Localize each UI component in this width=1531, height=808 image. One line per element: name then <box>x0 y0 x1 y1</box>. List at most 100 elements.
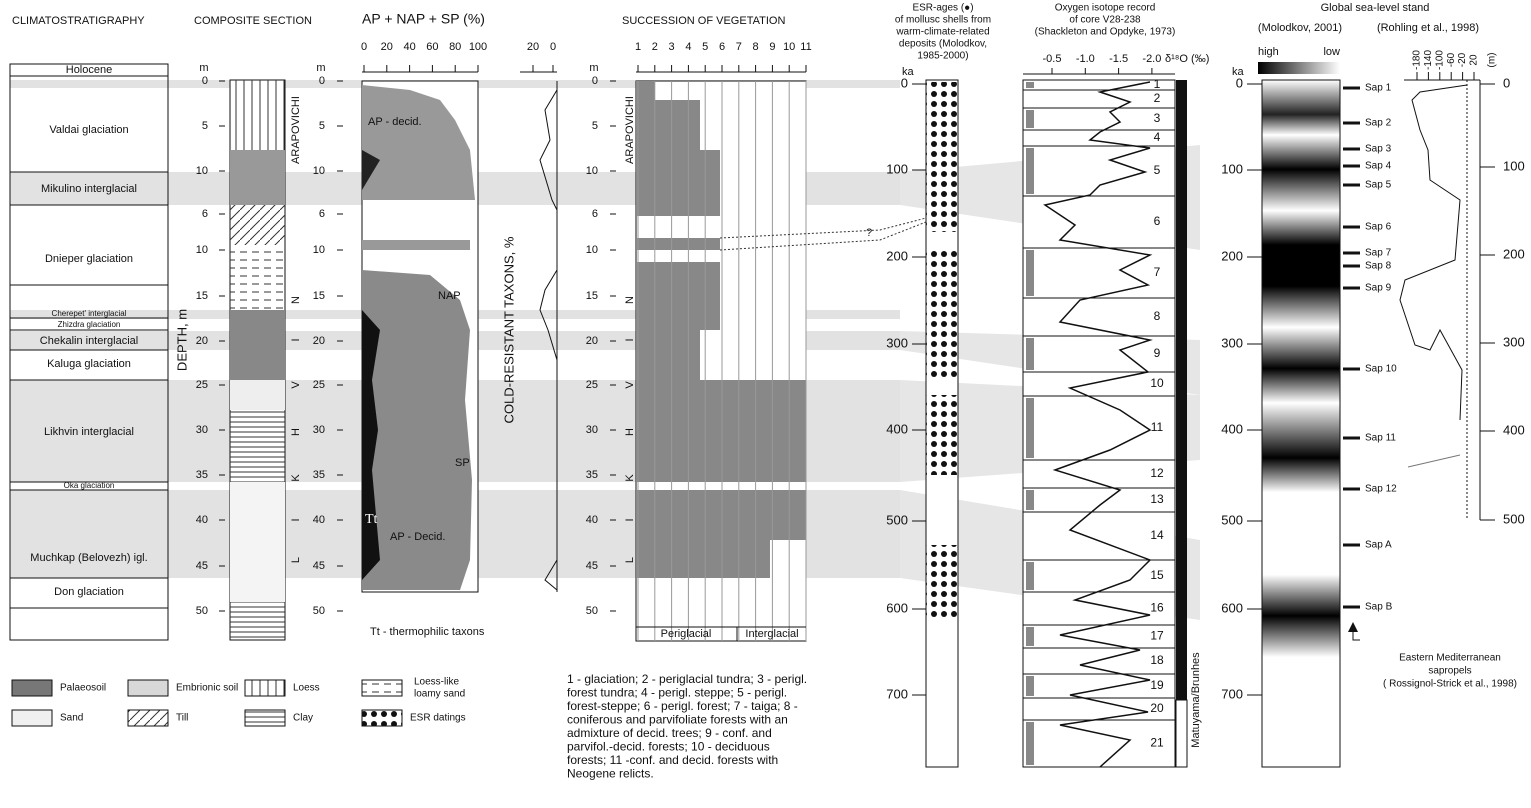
sap-label: Sap 6 <box>1365 222 1392 233</box>
x-tick-label: 11 <box>800 41 811 53</box>
caption-line: forest tundra; 4 - perigl. steppe; 5 - p… <box>567 686 787 700</box>
depth-tick-label: 45 <box>586 560 598 572</box>
depth-tick-label: 10 <box>196 244 208 256</box>
sap-label: Sap 8 <box>1365 261 1392 272</box>
ka-tick-label: 0 <box>1236 75 1243 90</box>
x-tick-label: -0.5 <box>1043 53 1062 65</box>
ka-tick-label: 700 <box>1221 686 1243 701</box>
stage-number: 5 <box>1154 163 1161 177</box>
sap-label: Sap 12 <box>1365 484 1397 495</box>
x-tick-label: 4 <box>685 41 691 53</box>
group-label: Interglacial <box>745 628 798 640</box>
legend-swatch <box>245 710 285 726</box>
section-letter: I <box>624 518 636 521</box>
stage-number: 13 <box>1150 492 1164 506</box>
ka-tick-label: 200 <box>886 248 908 263</box>
section-letter: L <box>290 557 302 563</box>
section-letter: H <box>290 428 302 436</box>
stage-fill <box>1026 110 1034 128</box>
depth-tick-label: 10 <box>586 244 598 256</box>
sap-label: Sap 5 <box>1365 180 1392 191</box>
stage-fill <box>1026 490 1034 510</box>
ka-tick-label: 600 <box>1221 600 1243 615</box>
figure: CLIMATOSTRATIGRAPHYCOMPOSITE SECTIONAP +… <box>0 0 1531 803</box>
stage-label: Chekalin interglacial <box>40 335 138 347</box>
ka-tick-label: 500 <box>886 512 908 527</box>
caption-line: admixture of decid. trees; 9 - conf. and <box>567 726 772 740</box>
legend-label: Embrionic soil <box>176 683 238 694</box>
depth-tick-label: 35 <box>313 469 325 481</box>
ka-tick-label: 500 <box>1221 512 1243 527</box>
legend-swatch <box>128 710 168 726</box>
depth-tick-label: 10 <box>313 244 325 256</box>
header: (Shackleton and Opdyke, 1973) <box>1035 27 1176 38</box>
stage-number: 6 <box>1154 214 1161 228</box>
x-tick-label: 0 <box>361 41 367 53</box>
depth-tick-label: 40 <box>196 514 208 526</box>
depth-tick-label: 50 <box>313 605 325 617</box>
ka-tick-label: 200 <box>1503 246 1525 261</box>
section-letter: K <box>624 474 636 482</box>
depth-tick-label: 35 <box>586 469 598 481</box>
header: SUCCESSION OF VEGETATION <box>622 15 785 27</box>
stage-label: Dnieper glaciation <box>45 253 133 265</box>
stage-number: 11 <box>1151 420 1164 434</box>
caption-line: 1 - glaciation; 2 - periglacial tundra; … <box>567 672 807 686</box>
sap-label: Sap 3 <box>1365 144 1392 155</box>
depth-tick-label: 5 <box>319 120 325 132</box>
depth-tick-label: 10 <box>586 165 598 177</box>
x-tick-label: 20 <box>527 41 539 53</box>
depth-tick-label: 30 <box>196 424 208 436</box>
depth-tick-label: 20 <box>196 335 208 347</box>
depth-tick-label: 0 <box>202 75 208 87</box>
ka-tick-label: 600 <box>886 600 908 615</box>
stage-fill <box>1026 398 1034 458</box>
depth-tick-label: 40 <box>313 514 325 526</box>
section-letter: ARAPOVICHI <box>624 96 636 164</box>
header: 1985-2000) <box>917 51 968 62</box>
arrow-head <box>1348 622 1358 632</box>
stage-label: Mikulino interglacial <box>41 183 137 195</box>
depth-unit: m <box>199 62 208 74</box>
header: COMPOSITE SECTION <box>194 15 312 27</box>
depth-unit: m <box>316 62 325 74</box>
caption-line: parvifol.-decid. forests; 10 - deciduous <box>567 740 770 754</box>
legend-label: Clay <box>293 713 313 724</box>
x-tick-label: -140 <box>1423 50 1434 70</box>
legend-swatch <box>245 680 285 696</box>
header: (Rohling et al., 1998) <box>1377 22 1479 34</box>
stage-number: 10 <box>1150 376 1164 390</box>
question-mark: ? <box>866 227 872 239</box>
section-letter: V <box>290 381 302 389</box>
legend-label: Loess-like <box>414 677 459 688</box>
ka-tick-label: 400 <box>1221 421 1243 436</box>
depth-tick-label: 50 <box>196 605 208 617</box>
depth-tick-label: 25 <box>586 379 598 391</box>
legend-swatch <box>12 710 52 726</box>
section-column <box>230 80 285 640</box>
x-tick-label: -1.0 <box>1076 53 1095 65</box>
stage-label: Zhizdra glaciation <box>58 320 121 329</box>
header: of mollusc shells from <box>895 15 991 26</box>
ka-tick-label: 300 <box>1221 335 1243 350</box>
depth-tick-label: 10 <box>196 165 208 177</box>
section-letter: N <box>624 296 636 304</box>
section-letter: I <box>290 518 302 521</box>
stage-box <box>1023 80 1175 90</box>
stage-label: Cherepet' interglacial <box>52 309 127 318</box>
stage-number: 3 <box>1154 111 1161 125</box>
legend-label: Till <box>176 713 188 724</box>
stage-fill <box>1026 722 1034 765</box>
depth-tick-label: 6 <box>202 208 208 220</box>
stage-label: Kaluga glaciation <box>47 358 131 370</box>
stage-number: 1 <box>1154 77 1161 91</box>
stage-label: Valdai glaciation <box>49 124 128 136</box>
sea-level-bar <box>1258 62 1340 767</box>
depth-tick-label: 35 <box>196 469 208 481</box>
x-tick-label: 2 <box>652 41 658 53</box>
x-tick-label: 60 <box>426 41 438 53</box>
header: AP + NAP + SP (%) <box>362 11 485 27</box>
legend-label: loamy sand <box>414 689 465 700</box>
page: {"headers":{"climatostratigraphy":"CLIMA… <box>0 0 1531 808</box>
legend-label: Palaeosoil <box>60 683 106 694</box>
